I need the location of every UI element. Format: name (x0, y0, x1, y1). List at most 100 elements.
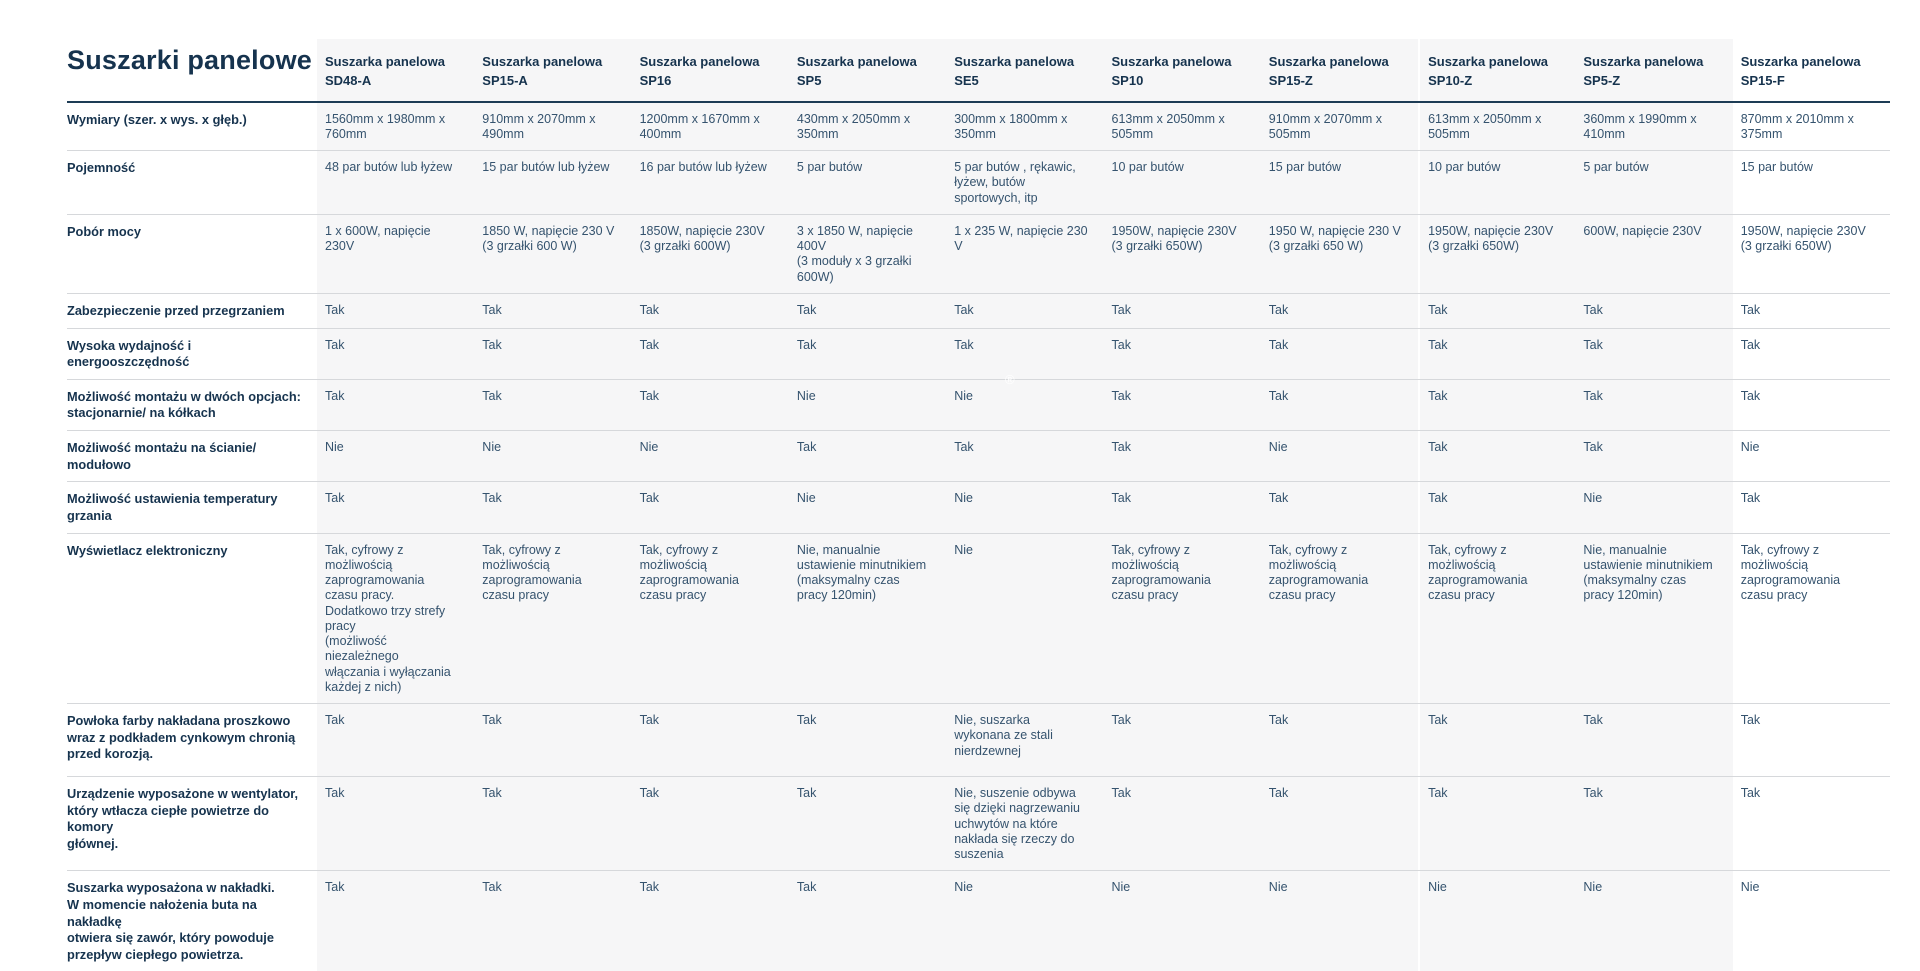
product-name: Suszarka panelowa (1740, 54, 1861, 69)
product-header: Suszarka panelowa SP15-Z (1260, 39, 1419, 101)
cell-value: Tak (1732, 379, 1890, 431)
cell-value: Tak (788, 777, 947, 871)
cell-value: Tak (1418, 482, 1576, 533)
cell-value: 300mm x 1800mm x 350mm (946, 102, 1104, 151)
product-model: SP5-Z (1583, 72, 1621, 88)
cell-value: 5 par butów , rękawic, łyżew, butów spor… (946, 151, 1104, 214)
cell-value: Tak (631, 328, 789, 379)
product-model: SP10 (1111, 72, 1144, 88)
product-model: SP15-F (1740, 72, 1785, 88)
cell-value: Tak, cyfrowy z możliwością zaprogramowan… (1732, 533, 1890, 704)
cell-value: 613mm x 2050mm x 505mm (1103, 102, 1261, 151)
cell-value: Tak (1732, 328, 1890, 379)
cell-value: Tak (1575, 431, 1733, 482)
cell-value: Tak (317, 293, 475, 328)
cell-value: Tak (1418, 431, 1576, 482)
cell-value: Tak (1732, 293, 1890, 328)
cell-value: 48 par butów lub łyżew (317, 151, 475, 214)
cell-value: 10 par butów (1418, 151, 1576, 214)
cell-value: Nie (1575, 482, 1733, 533)
cell-value: Tak (1575, 293, 1733, 328)
cell-value: Tak (317, 704, 475, 777)
table-row: Suszarka wyposażona w nakładki. W momenc… (67, 871, 1890, 971)
cell-value: Tak, cyfrowy z możliwością zaprogramowan… (317, 533, 475, 704)
product-name: Suszarka panelowa (1268, 54, 1389, 69)
cell-value: Nie (946, 533, 1104, 704)
table-row: Wymiary (szer. x wys. x głęb.) 1560mm x 1… (67, 102, 1890, 152)
cell-value: Tak (1260, 777, 1419, 871)
table-row: Pojemność 48 par butów lub łyżew 15 par bu… (67, 151, 1890, 215)
product-header: Suszarka panelowa SP10 (1103, 39, 1261, 101)
table-row: Możliwość montażu w dwóch opcjach: stacj… (67, 379, 1890, 432)
cell-value: Tak (317, 328, 475, 379)
cell-value: Tak (1103, 777, 1261, 871)
cell-value: Tak, cyfrowy z możliwością zaprogramowan… (1418, 533, 1576, 704)
product-header: Suszarka panelowa SP15-F (1732, 39, 1890, 101)
cell-value: 5 par butów (788, 151, 947, 214)
product-name: Suszarka panelowa (1111, 54, 1232, 69)
cell-value: Tak (1260, 293, 1419, 328)
product-header: Suszarka panelowa SP15-A (474, 39, 632, 101)
product-header: Suszarka panelowa SP16 (631, 39, 789, 101)
cell-value: Tak (1575, 328, 1733, 379)
header-row: Suszarki panelowe Suszarka panelowa SD48-… (67, 39, 1890, 103)
cell-value: Nie (1418, 871, 1576, 971)
spec-table: Suszarki panelowe Suszarka panelowa SD48-… (67, 39, 1890, 971)
cell-value: Tak (317, 777, 475, 871)
cell-value: 910mm x 2070mm x 490mm (474, 102, 632, 151)
cell-value: 16 par butów lub łyżew (631, 151, 789, 214)
cell-value: Nie, suszarka wykonana ze stali nierdzew… (946, 704, 1104, 777)
cell-value: 10 par butów (1103, 151, 1261, 214)
cell-value: Tak (1103, 482, 1261, 533)
table-row: Możliwość montażu na ścianie/ modułowo Ni… (67, 431, 1890, 483)
cell-value: 1850 W, napięcie 230 V (3 grzałki 600 W) (474, 214, 632, 293)
table-row: Wysoka wydajność i energooszczędność Tak T… (67, 328, 1890, 380)
product-header: Suszarka panelowa SD48-A (317, 39, 475, 101)
row-label: Możliwość montażu w dwóch opcjach: stacj… (67, 379, 317, 431)
cell-value: 910mm x 2070mm x 505mm (1260, 102, 1419, 151)
cell-value: Tak (1418, 704, 1576, 777)
cell-value: 430mm x 2050mm x 350mm (788, 102, 947, 151)
cell-value: Tak (317, 482, 475, 533)
cell-value: Tak, cyfrowy z możliwością zaprogramowan… (1103, 533, 1261, 704)
cell-value: Tak (788, 871, 947, 971)
cell-value: 1560mm x 1980mm x 760mm (317, 102, 475, 151)
table-row: Powłoka farby nakładana proszkowo wraz z… (67, 704, 1890, 778)
table-row: Możliwość ustawienia temperatury grzania… (67, 482, 1890, 534)
cell-value: Tak (1260, 379, 1419, 431)
row-label: Wyświetlacz elektroniczny (67, 533, 317, 704)
product-name: Suszarka panelowa (796, 54, 917, 69)
cell-value: Nie (1260, 431, 1419, 482)
cell-value: Tak (1418, 328, 1576, 379)
cell-value: 1200mm x 1670mm x 400mm (631, 102, 789, 151)
cell-value: Tak (1575, 777, 1733, 871)
cell-value: Nie (788, 379, 947, 431)
title-cell: Suszarki panelowe (67, 39, 372, 101)
cell-value: Tak (788, 328, 947, 379)
table-row: Zabezpieczenie przed przegrzaniem Tak Tak T… (67, 293, 1890, 329)
cell-value: Tak (474, 777, 632, 871)
cell-value: Tak (474, 871, 632, 971)
cell-value: Tak (1418, 293, 1576, 328)
cell-value: 15 par butów (1732, 151, 1890, 214)
cell-value: Tak, cyfrowy z możliwością zaprogramowan… (631, 533, 789, 704)
cell-value: Tak (474, 704, 632, 777)
cell-value: Tak (1103, 293, 1261, 328)
cell-value: Tak (1732, 704, 1890, 777)
cell-value: Tak (946, 328, 1104, 379)
cell-value: Tak, cyfrowy z możliwością zaprogramowan… (1260, 533, 1419, 704)
product-name: Suszarka panelowa (1428, 54, 1549, 69)
cell-value: 1950W, napięcie 230V (3 grzałki 650W) (1418, 214, 1576, 293)
cell-value: Tak (474, 379, 632, 431)
row-label: Pojemność (67, 151, 317, 214)
product-model: SP15-Z (1268, 72, 1313, 88)
cell-value: Tak (788, 431, 947, 482)
cell-value: Nie (1732, 871, 1890, 971)
cell-value: Tak (631, 704, 789, 777)
cell-value: Tak (317, 379, 475, 431)
cell-value: Tak (474, 293, 632, 328)
row-label: Wymiary (szer. x wys. x głęb.) (67, 102, 317, 151)
row-label: Suszarka wyposażona w nakładki. W momenc… (67, 871, 317, 971)
cell-value: Nie (946, 871, 1104, 971)
row-label: Zabezpieczenie przed przegrzaniem (67, 293, 317, 328)
